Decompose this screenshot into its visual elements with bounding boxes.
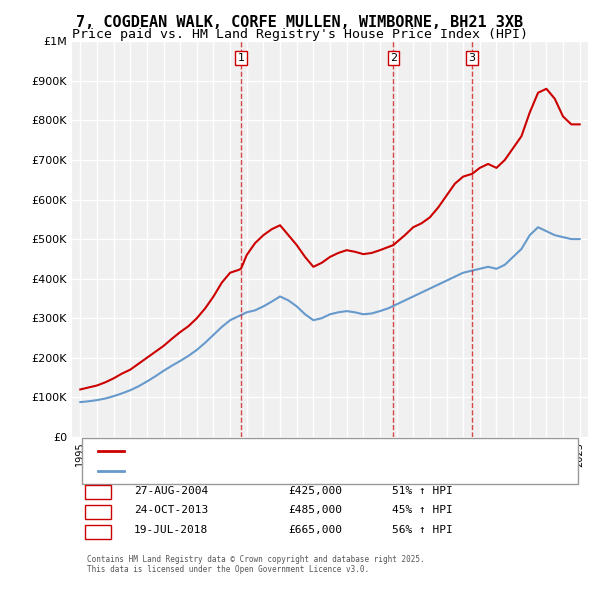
Text: 27-AUG-2004: 27-AUG-2004 xyxy=(134,486,208,496)
FancyBboxPatch shape xyxy=(85,525,110,539)
FancyBboxPatch shape xyxy=(85,504,110,519)
Text: 1: 1 xyxy=(238,53,244,63)
Text: HPI: Average price, detached house, Dorset: HPI: Average price, detached house, Dors… xyxy=(134,466,359,476)
FancyBboxPatch shape xyxy=(85,485,110,499)
FancyBboxPatch shape xyxy=(82,438,578,484)
Text: £485,000: £485,000 xyxy=(289,506,343,516)
Text: 1: 1 xyxy=(94,486,101,496)
Text: 45% ↑ HPI: 45% ↑ HPI xyxy=(392,506,452,516)
Text: 24-OCT-2013: 24-OCT-2013 xyxy=(134,506,208,516)
Text: 56% ↑ HPI: 56% ↑ HPI xyxy=(392,525,452,535)
Text: Contains HM Land Registry data © Crown copyright and database right 2025.
This d: Contains HM Land Registry data © Crown c… xyxy=(88,555,425,574)
Text: 2: 2 xyxy=(390,53,397,63)
Text: 3: 3 xyxy=(94,525,101,535)
Text: 3: 3 xyxy=(469,53,476,63)
Text: 7, COGDEAN WALK, CORFE MULLEN, WIMBORNE, BH21 3XB (detached house): 7, COGDEAN WALK, CORFE MULLEN, WIMBORNE,… xyxy=(134,447,488,455)
Text: Price paid vs. HM Land Registry's House Price Index (HPI): Price paid vs. HM Land Registry's House … xyxy=(72,28,528,41)
Text: 2: 2 xyxy=(94,506,101,516)
Text: 19-JUL-2018: 19-JUL-2018 xyxy=(134,525,208,535)
Text: £425,000: £425,000 xyxy=(289,486,343,496)
Text: £665,000: £665,000 xyxy=(289,525,343,535)
Text: 51% ↑ HPI: 51% ↑ HPI xyxy=(392,486,452,496)
Text: 7, COGDEAN WALK, CORFE MULLEN, WIMBORNE, BH21 3XB: 7, COGDEAN WALK, CORFE MULLEN, WIMBORNE,… xyxy=(76,15,524,30)
